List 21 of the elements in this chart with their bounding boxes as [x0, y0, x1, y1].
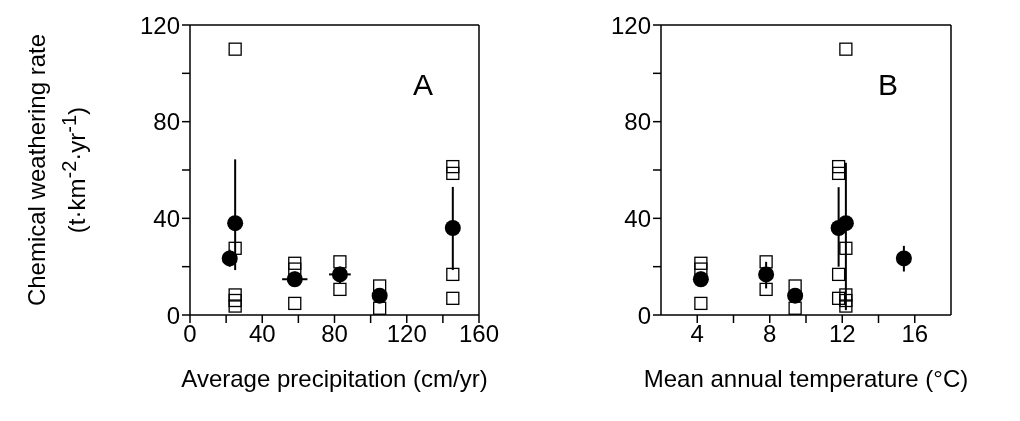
x-tick-label: 4 [690, 320, 704, 348]
annotation: A [413, 68, 434, 102]
x-tick-label: 160 [458, 320, 500, 348]
x-tick-label: 80 [321, 320, 348, 348]
x-tick-label: 0 [183, 320, 197, 348]
y-tick-label: 0 [637, 301, 651, 329]
x-tick-label: 40 [248, 320, 276, 348]
x-axis-title: Mean annual temperature (°C) [643, 365, 969, 392]
y-tick-label: 120 [139, 11, 180, 39]
y-tick-label: 120 [610, 11, 651, 39]
y-tick-label: 80 [624, 108, 651, 136]
y-tick-label: 40 [624, 204, 651, 232]
y-tick-label: 40 [153, 204, 180, 232]
x-tick-label: 120 [386, 320, 427, 348]
x-tick-label: 8 [763, 320, 777, 348]
x-axis-title: Average precipitation (cm/yr) [181, 365, 488, 392]
y-tick-label: 80 [153, 108, 180, 136]
y-tick-label: 0 [166, 301, 180, 329]
x-tick-label: 12 [828, 320, 856, 348]
x-tick-label: 16 [901, 320, 929, 348]
annotation: B [878, 68, 899, 102]
